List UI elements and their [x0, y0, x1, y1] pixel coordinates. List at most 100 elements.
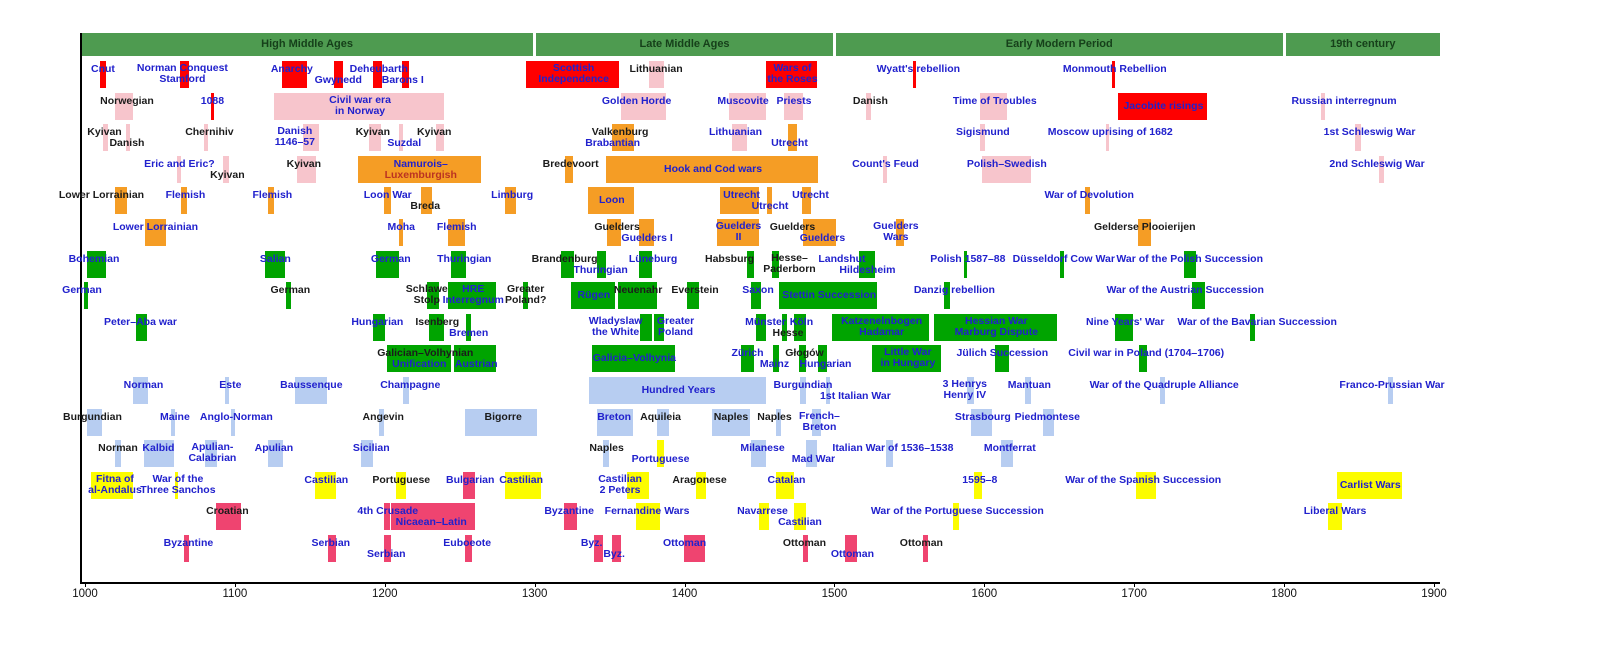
event-label[interactable]: Danzig rebellion — [913, 284, 995, 296]
event-label[interactable]: Utrecht — [771, 137, 808, 149]
event-label[interactable]: Lithuanian — [708, 126, 763, 138]
event-label[interactable]: 2nd Schleswig War — [1329, 158, 1425, 170]
event-label[interactable]: Flemish — [165, 189, 206, 201]
event-label[interactable]: Anarchy — [270, 63, 313, 75]
event-label[interactable]: Loon — [599, 194, 625, 206]
event-label[interactable]: Guelders II — [715, 220, 762, 244]
event-label[interactable]: Byzantine — [163, 537, 214, 549]
event-label[interactable]: Eric and Eric? — [144, 158, 215, 170]
event-label[interactable]: Sicilian — [352, 442, 390, 454]
event-label[interactable]: Lower Lorrainian — [112, 221, 199, 233]
event-label[interactable]: Utrecht — [792, 189, 829, 201]
event-label[interactable]: Bulgarian — [445, 474, 495, 486]
event-label[interactable]: Ottoman — [830, 548, 875, 560]
event-label[interactable]: Stettin Succession — [782, 289, 877, 301]
event-label[interactable]: Breton — [597, 411, 632, 423]
event-label[interactable]: Castilian — [499, 474, 544, 486]
event-label[interactable]: War of the Bavarian Succession — [1177, 316, 1337, 328]
event-label[interactable]: Lüneburg — [628, 253, 678, 265]
event-label[interactable]: Flemish — [252, 189, 293, 201]
event-label[interactable]: Apulian- Calabrian — [188, 441, 237, 465]
event-label[interactable]: Köln — [789, 316, 814, 328]
event-label[interactable]: Cnut — [91, 63, 115, 75]
event-label[interactable]: War of the Austrian Succession — [1106, 284, 1264, 296]
event-label[interactable]: Landshut — [818, 253, 866, 265]
event-label[interactable]: Barons I — [381, 74, 424, 86]
event-label[interactable]: Fitna of al-Andalus — [88, 473, 142, 497]
event-label[interactable]: War of the Spanish Succession — [1065, 474, 1222, 486]
event-label[interactable]: Castilian 2 Peters — [598, 473, 642, 497]
event-label[interactable]: Civil war in Poland (1704–1706) — [1068, 347, 1225, 359]
event-label[interactable]: Bremen — [449, 327, 489, 339]
event-label[interactable]: Liberal Wars — [1303, 505, 1367, 517]
event-label[interactable]: Serbian — [311, 537, 351, 549]
event-label[interactable]: War of the Polish Succession — [1116, 253, 1264, 265]
event-label[interactable]: Polish 1587–88 — [930, 253, 1006, 265]
event-label[interactable]: Count's Feud — [852, 158, 919, 170]
event-label[interactable]: Apulian — [254, 442, 294, 454]
event-label[interactable]: Wars of the Roses — [767, 62, 818, 86]
event-label[interactable]: Utrecht — [751, 200, 789, 212]
event-label[interactable]: Katzenelnbogen Hadamar — [841, 315, 923, 339]
event-label[interactable]: 3 Henrys Henry IV — [942, 378, 988, 402]
event-label[interactable]: Deheubarth — [349, 63, 408, 75]
event-label[interactable]: Hessian War Marburg Dispute — [954, 315, 1039, 339]
event-label[interactable]: Norman Conquest Stamford — [136, 62, 228, 86]
event-label[interactable]: Gwynedd — [314, 74, 362, 86]
event-label[interactable]: Jacobite risings — [1123, 100, 1204, 112]
event-label[interactable]: Byz. — [603, 548, 625, 560]
event-label[interactable]: Champagne — [380, 379, 441, 391]
event-label[interactable]: Hundred Years — [641, 384, 716, 396]
event-label[interactable]: Muscovite — [717, 95, 769, 107]
event-label[interactable]: Baussenque — [280, 379, 343, 391]
event-label[interactable]: Fernandine Wars — [604, 505, 690, 517]
event-label[interactable]: Hook and Cod wars — [664, 163, 763, 175]
event-label[interactable]: Austrian — [454, 358, 498, 370]
event-label[interactable]: Serbian — [367, 548, 406, 560]
event-label[interactable]: Jülich Succession — [956, 347, 1049, 359]
event-label[interactable]: Limburg — [491, 189, 534, 201]
event-label[interactable]: Rügen — [577, 289, 611, 301]
event-label[interactable]: Münster — [745, 316, 786, 328]
event-label[interactable]: War of Devolution — [1044, 189, 1134, 201]
event-label[interactable]: Guelders Wars — [873, 220, 919, 244]
event-label[interactable]: Priests — [776, 95, 812, 107]
event-label[interactable]: Castilian — [304, 474, 349, 486]
event-label[interactable]: Burgundian — [773, 379, 833, 391]
event-label[interactable]: Montferrat — [983, 442, 1036, 454]
event-label[interactable]: War of the Quadruple Alliance — [1089, 379, 1239, 391]
event-label[interactable]: War of the Three Sanchos — [140, 473, 216, 497]
event-label[interactable]: Hildesheim — [839, 264, 896, 276]
event-label[interactable]: 1088 — [200, 95, 225, 107]
event-label[interactable]: Brabantian — [585, 137, 641, 149]
event-label[interactable]: Danish 1146–57 — [274, 125, 315, 149]
event-label[interactable]: Wyatt's rebellion — [876, 63, 961, 75]
event-label[interactable]: Maine — [160, 411, 190, 423]
event-label[interactable]: Italian War of 1536–1538 — [832, 442, 954, 454]
event-label[interactable]: Piedmontese — [1014, 411, 1080, 423]
event-label[interactable]: Wladyslaw the White — [588, 315, 643, 339]
event-label[interactable]: Guelders — [799, 232, 846, 244]
event-label[interactable]: Düsseldorf Cow War — [1012, 253, 1115, 265]
event-label[interactable]: Euboeote — [443, 537, 492, 549]
event-label[interactable]: War of the Portuguese Succession — [870, 505, 1044, 517]
event-label[interactable]: German — [370, 253, 411, 265]
event-label[interactable]: Thuringian — [573, 264, 628, 276]
event-label[interactable]: Civil war era in Norway — [329, 94, 391, 118]
event-label[interactable]: Utrecht — [723, 189, 760, 201]
event-label[interactable]: HRE Interregnum — [442, 283, 504, 307]
event-label[interactable]: German — [62, 284, 102, 296]
event-label[interactable]: Catalan — [767, 474, 806, 486]
event-label[interactable]: Moscow uprising of 1682 — [1047, 126, 1173, 138]
event-label[interactable]: 4th Crusade — [357, 505, 419, 517]
event-label[interactable]: Franco-Prussian War — [1339, 379, 1445, 391]
event-label[interactable]: Byzantine — [544, 505, 594, 517]
event-label[interactable]: Mainz — [759, 358, 790, 370]
event-label[interactable]: Ottoman — [662, 537, 707, 549]
event-label[interactable]: Este — [219, 379, 242, 391]
event-label[interactable]: Saxon — [742, 284, 774, 296]
event-label[interactable]: French– Breton — [799, 410, 840, 434]
event-label[interactable]: Golden Horde — [601, 95, 672, 107]
event-label[interactable]: Anglo-Norman — [199, 411, 273, 423]
event-label[interactable]: Zürich — [731, 347, 764, 359]
